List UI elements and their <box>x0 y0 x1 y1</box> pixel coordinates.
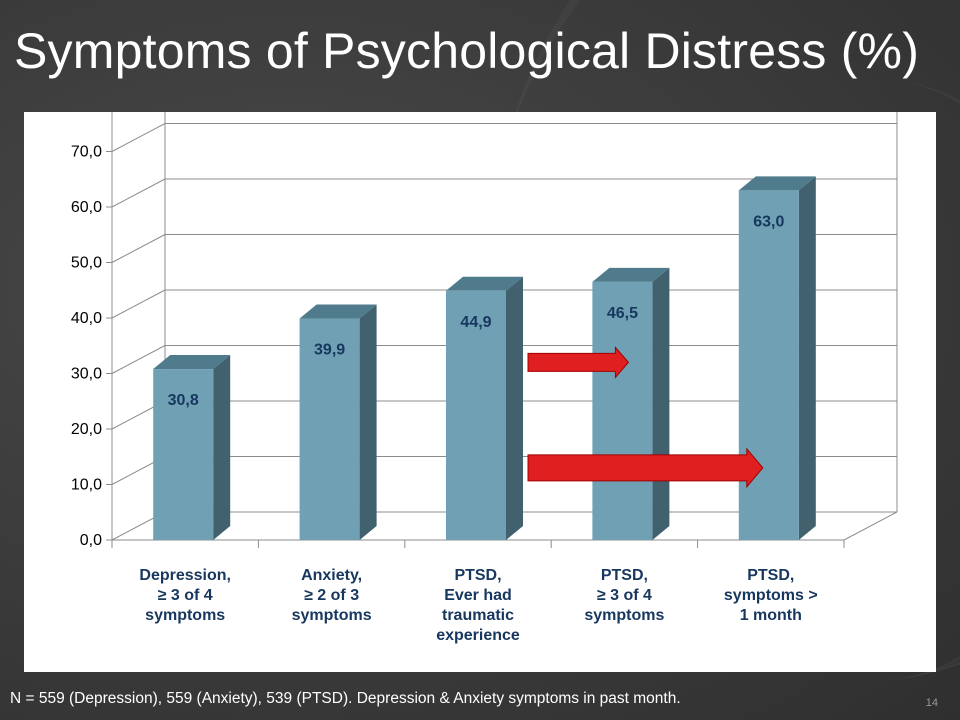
bar <box>153 369 214 540</box>
bar-chart: 0,0 10,0 20,0 30,0 40,0 50,0 60,0 70,0 30,8 39,9 4… <box>71 112 898 549</box>
bar-side <box>359 304 377 540</box>
chart-area: 0,0 10,0 20,0 30,0 40,0 50,0 60,0 70,0 30,8 39,9 4… <box>24 112 936 672</box>
y-tick-label: 40,0 <box>71 310 102 327</box>
x-tick-label: PTSD, Ever had traumatic experience <box>436 567 520 644</box>
gridline-side <box>111 123 166 152</box>
bar-top <box>446 276 523 291</box>
bar <box>738 190 799 540</box>
y-tick-label: 20,0 <box>71 421 102 438</box>
y-tick-label: 10,0 <box>71 477 102 494</box>
gridline-side <box>111 289 166 319</box>
y-tick-label: 60,0 <box>71 199 102 216</box>
bar-top <box>738 176 816 191</box>
footnote: N = 559 (Depression), 559 (Anxiety), 539… <box>10 690 681 707</box>
data-label: 39,9 <box>314 342 345 359</box>
gridline-side <box>111 234 166 263</box>
y-tick-label: 50,0 <box>71 255 102 272</box>
gridline-side <box>111 178 166 208</box>
bar-top <box>592 267 670 282</box>
data-label: 30,8 <box>168 392 199 409</box>
x-tick-label: PTSD, ≥ 3 of 4 symptoms <box>584 567 665 624</box>
annotation-arrow <box>527 447 764 489</box>
x-tick-label: Anxiety, ≥ 2 of 3 symptoms <box>291 567 372 624</box>
data-label: 44,9 <box>460 314 491 331</box>
x-tick-label: Depression, ≥ 3 of 4 symptoms <box>139 567 231 624</box>
annotation-arrow <box>527 346 630 379</box>
bar <box>592 281 653 540</box>
bar <box>446 290 506 540</box>
bar-side <box>652 267 670 540</box>
page-number: 14 <box>925 697 938 709</box>
y-tick-label: 70,0 <box>71 144 102 161</box>
bar-side <box>213 355 231 540</box>
x-tick-label: PTSD, symptoms > 1 month <box>723 567 818 624</box>
slide-title: Symptoms of Psychological Distress (%) <box>14 23 920 79</box>
bar <box>299 318 360 540</box>
bar-top <box>299 304 377 319</box>
data-label: 63,0 <box>753 213 784 230</box>
bar-side <box>506 276 523 540</box>
bar-side <box>798 176 816 540</box>
y-tick-label: 0,0 <box>80 532 102 549</box>
bar-top <box>153 355 231 370</box>
gridline-side <box>111 345 166 374</box>
data-label: 46,5 <box>607 305 638 322</box>
floor-edge <box>843 511 898 541</box>
y-tick-label: 30,0 <box>71 366 102 383</box>
